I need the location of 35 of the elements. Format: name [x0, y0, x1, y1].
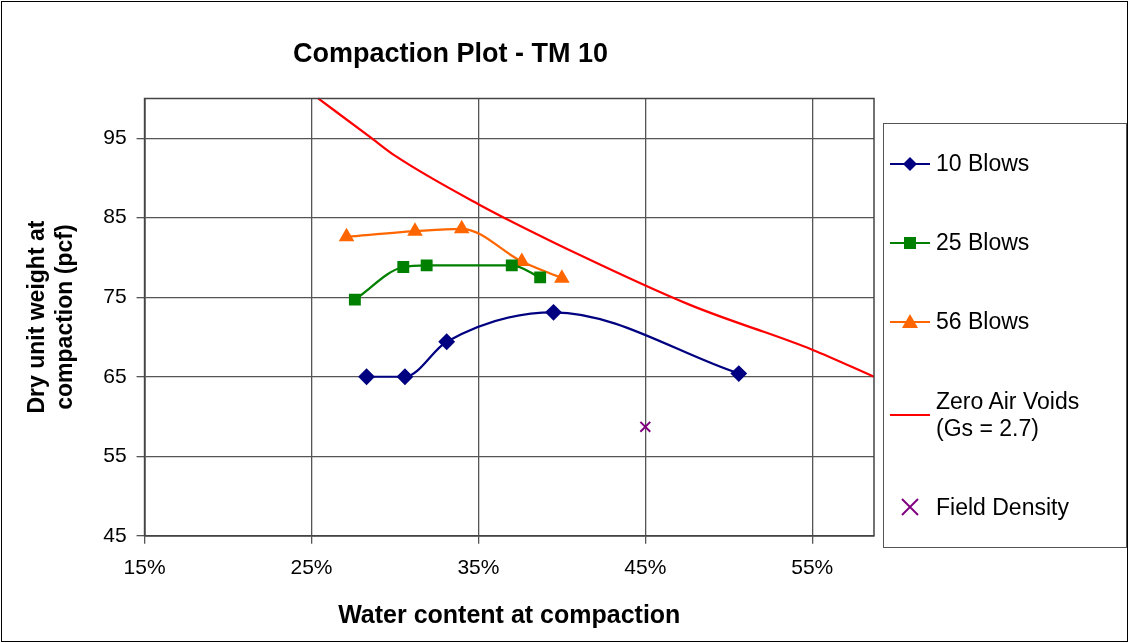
y-tick-label: 65: [103, 363, 127, 387]
point: [505, 259, 518, 272]
x-tick-label: 45%: [624, 555, 667, 579]
point: [534, 271, 547, 284]
point: [407, 223, 423, 236]
legend-label: Zero Air Voids (Gs = 2.7): [936, 387, 1081, 442]
x-tick-label: 25%: [290, 555, 333, 579]
legend-label: 10 Blows: [936, 150, 1030, 178]
point: [339, 228, 354, 242]
y-axis-title: Dry unit weight at compaction (pcf): [23, 220, 77, 414]
y-tick-label: 45: [103, 522, 127, 546]
point: [454, 220, 469, 234]
point: [396, 368, 413, 385]
y-tick-label: 85: [103, 204, 127, 228]
point: [639, 420, 652, 433]
legend-label: Field Density: [936, 493, 1069, 521]
chart-title: Compaction Plot - TM 10: [292, 37, 609, 68]
point: [397, 261, 410, 273]
line-series: [317, 97, 876, 378]
legend-label: 25 Blows: [936, 229, 1030, 257]
legend-label: 56 Blows: [936, 308, 1030, 336]
point: [420, 259, 433, 272]
point: [730, 365, 747, 382]
x-tick-label: 15%: [123, 555, 166, 579]
x-tick-label: 35%: [457, 555, 500, 579]
point: [554, 270, 569, 283]
point: [545, 304, 562, 321]
x-tick-label: 55%: [791, 555, 834, 579]
point: [358, 368, 375, 385]
y-tick-label: 55: [103, 443, 127, 467]
x-axis-title: Water content at compaction: [338, 599, 681, 628]
y-tick-label: 95: [103, 124, 127, 148]
point: [438, 333, 455, 350]
point: [348, 293, 361, 306]
y-tick-label: 75: [103, 284, 127, 308]
